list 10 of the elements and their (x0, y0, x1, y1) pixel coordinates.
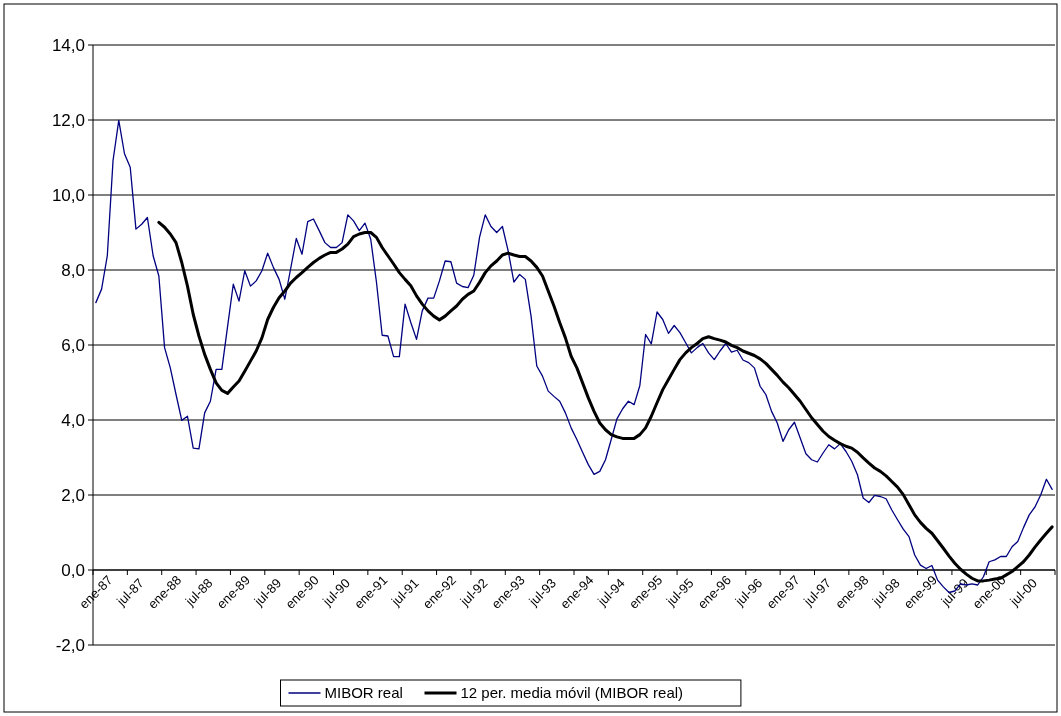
y-tick-label: 8,0 (61, 260, 85, 280)
y-tick-label: 14,0 (51, 35, 85, 55)
y-tick-label: 2,0 (61, 485, 85, 505)
y-tick-label: -2,0 (55, 635, 85, 655)
y-tick-label: 10,0 (51, 185, 85, 205)
y-tick-label: 6,0 (61, 335, 85, 355)
legend-label: MIBOR real (324, 684, 403, 702)
y-tick-label: 4,0 (61, 410, 85, 430)
y-tick-label: 12,0 (51, 110, 85, 130)
legend-label: 12 per. media móvil (MIBOR real) (460, 684, 684, 702)
